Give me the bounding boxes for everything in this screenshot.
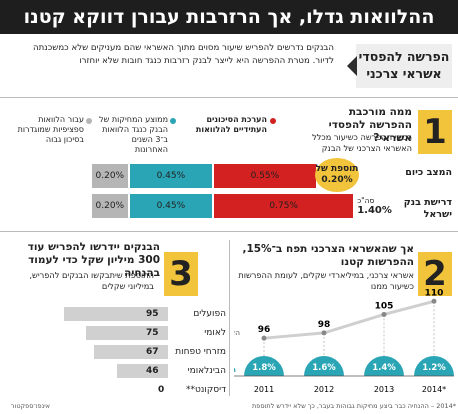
section3-subtitle: התוספת שיתבקשו הבנקים להפריש, במיליוני ש…: [29, 270, 154, 291]
provision-value-label: 1.8%: [252, 363, 276, 373]
legend-dot-teal: [170, 118, 176, 124]
intro-text: הבנקים נדרשים להפריש שיעור מסוים מתוך הא…: [33, 43, 334, 66]
section1-title: ממה מורכבת ההפרשה להפסדי אשראי?: [328, 106, 412, 144]
bar-value-label: 0: [158, 385, 165, 395]
provision-bubble: [364, 356, 404, 376]
bar-segment: 0.55%: [212, 164, 316, 188]
credit-value-label: 98: [318, 320, 331, 330]
bar: [117, 364, 168, 378]
section-number-1: 1: [418, 110, 452, 154]
section1-subtitle: רכיבי ההפרשה כשיעור מכלל האשראי הצרכני ש…: [312, 132, 412, 153]
addon-bubble: תוספת של 0.20%: [315, 158, 359, 192]
bar-category-label: הפועלים: [193, 309, 226, 319]
bar-category-label: מזרחי טפחות: [175, 347, 226, 357]
x-tick-label: 2012: [314, 385, 334, 394]
x-tick-label: 2013: [374, 385, 394, 394]
credit-point: [261, 335, 267, 341]
bar-segment: 0.45%: [127, 164, 213, 188]
legend-dot-red: [270, 118, 276, 124]
page-title: ההלוואות גדלו, אך הרזרבות עבורן דווקא קט…: [0, 0, 458, 34]
bar-value-label: 46: [146, 366, 159, 376]
bar-value-label: 95: [146, 309, 159, 319]
section3-title: הבנקים יידרשו להפריש עוד 300 מיליון שקל …: [27, 241, 160, 279]
total-prefix: סה"כ: [357, 196, 375, 205]
bar-segment: 0.20%: [90, 164, 128, 188]
provision-value-label: 1.2%: [422, 363, 446, 373]
provision-value-label: 1.4%: [372, 363, 396, 373]
credit-value-label: 105: [375, 301, 394, 311]
bar: [94, 345, 168, 359]
line-chart: 96 1.8% 2011 98 1.6% 2012 105 1.4% 2013 110 1.2% *2…: [234, 288, 454, 394]
credit-point: [381, 311, 387, 317]
bar-segment: 0.75%: [212, 194, 354, 218]
divider: [0, 231, 458, 232]
arrow-left-icon: [347, 56, 357, 76]
credit-value-label: 96: [258, 325, 271, 335]
bar-value-label: 75: [146, 328, 159, 338]
vertical-divider: [229, 240, 230, 396]
bar-total-label: סה"כ 1.40%: [357, 196, 397, 216]
legend-dot-gray: [86, 118, 92, 124]
legend-label-3: עבור הלוואות ספציפיות שמוגדרות בסיכון גב…: [17, 115, 84, 144]
bar-value-label: 67: [146, 347, 159, 357]
bar-category-label: המצב כיום: [405, 167, 452, 178]
credit-value-label: 110: [425, 288, 444, 298]
provision-bubble: [304, 356, 344, 376]
bar: [85, 326, 168, 340]
bar-category-label: לאומי: [204, 328, 226, 338]
horizontal-bar-chart: הפועלים 95 לאומי 75 מזרחי טפחות 67 הבינלאומי 46…: [0, 0, 230, 400]
bar: [63, 307, 168, 321]
legend-label-2: ממוצע המחיקות של הבנק כנגד הלוואות ב־3 ה…: [99, 115, 168, 154]
side-tag: הפרשה להפסדי אשראי צרכני: [356, 44, 452, 88]
divider: [0, 97, 458, 98]
credit-line: [263, 299, 435, 340]
provision-bubble: [414, 356, 454, 376]
total-value: 1.40%: [357, 205, 392, 216]
section2-subtitle: אשראי צרכני, במיליארדי שקלים, לעומת ההפר…: [238, 270, 414, 291]
footnote: *2014 – ההנחיה כבר ביצע מחיקות גבוהות בע…: [252, 402, 456, 410]
x-tick-label: 2011: [254, 385, 274, 394]
legend-label-1: הערכת הסיכונים העתידיים להלוואות: [195, 115, 267, 134]
section-number-3: 3: [164, 252, 198, 296]
bar-segment: 0.45%: [127, 194, 213, 218]
credit-point: [321, 330, 327, 336]
source-credit: אינפו־ספקטור: [10, 402, 50, 410]
provision-value-label: 1.6%: [312, 363, 336, 373]
bar-segment: 0.20%: [90, 194, 128, 218]
bar-category-label: דיסקונט**: [185, 385, 226, 395]
x-tick-label: *2014: [422, 385, 446, 394]
credit-point: [431, 298, 437, 304]
section-number-2: 2: [418, 252, 452, 296]
provision-bubble: [244, 356, 284, 376]
section2-title: אך שהאשראי הצרכני תפח ב־15%, ההפרשות קטנ…: [242, 243, 414, 268]
bar-category-label: הבינלאומי: [187, 366, 226, 376]
bar-category-label: דרישת בנק ישראל: [403, 197, 452, 220]
series-label-provisions: ההפרשות: [234, 365, 236, 374]
series-label-credit: האשראי הצרכני: [234, 328, 240, 337]
